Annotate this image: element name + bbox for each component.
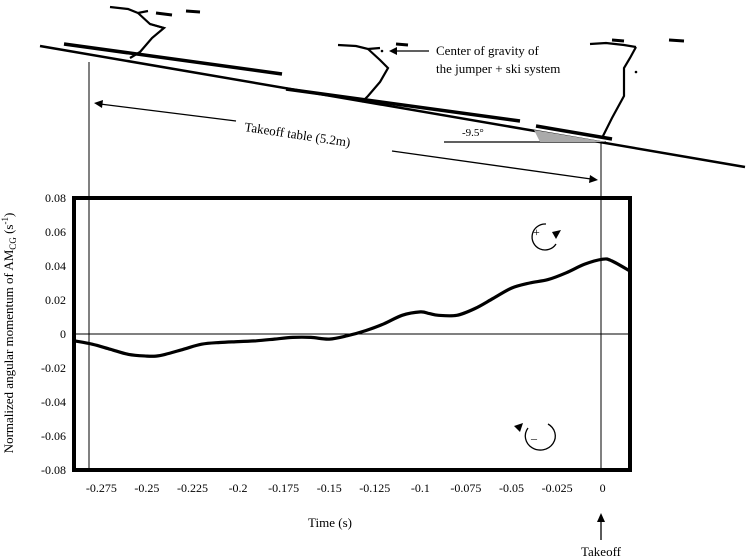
takeoff-marker-arrowhead xyxy=(597,513,605,522)
chart: 0.08 0.06 0.04 0.02 0 -0.02 -0.04 -0.06 -0.08 -0… xyxy=(0,62,632,559)
angular-momentum-line xyxy=(73,257,631,358)
x-tick-label: -0.175 xyxy=(268,481,299,495)
ski-2 xyxy=(285,87,521,123)
cg-label-line1: Center of gravity of xyxy=(436,43,540,58)
jumper-figure-2 xyxy=(337,42,409,103)
x-ticks: -0.275 -0.25 -0.225 -0.2 -0.175 -0.15 -0.125 -0… xyxy=(86,481,606,495)
takeoff-label: Takeoff xyxy=(581,544,622,559)
takeoff-table-arrow-right xyxy=(391,150,592,180)
y-tick-label: 0 xyxy=(60,327,66,341)
takeoff-table-arrow-left xyxy=(99,103,237,122)
angle-wedge xyxy=(534,130,606,142)
slope-line xyxy=(39,44,746,169)
plot-frame xyxy=(72,196,632,472)
y-tick-label: 0.04 xyxy=(45,259,66,273)
x-tick-label: -0.05 xyxy=(499,481,524,495)
counterclockwise-arrow-icon: – xyxy=(514,423,556,451)
x-tick-label: -0.25 xyxy=(134,481,159,495)
y-tick-label: 0.06 xyxy=(45,225,66,239)
x-tick-label: -0.025 xyxy=(542,481,573,495)
y-ticks: 0.08 0.06 0.04 0.02 0 -0.02 -0.04 -0.06 -0.08 xyxy=(41,191,66,477)
clockwise-arrow-icon: + xyxy=(531,223,561,251)
y-tick-label: 0.02 xyxy=(45,293,66,307)
x-tick-label: 0 xyxy=(600,481,606,495)
takeoff-table-label: Takeoff table (5.2m) xyxy=(244,119,352,150)
x-tick-label: -0.1 xyxy=(411,481,430,495)
x-tick-label: -0.15 xyxy=(317,481,342,495)
angle-label: -9.5° xyxy=(462,127,484,139)
y-tick-label: 0.08 xyxy=(45,191,66,205)
negative-label: – xyxy=(530,431,538,445)
jumper-figure-1 xyxy=(109,5,201,59)
jump-illustration: Center of gravity of the jumper + ski sy… xyxy=(39,5,746,183)
y-tick-label: -0.08 xyxy=(41,463,66,477)
y-tick-label: -0.06 xyxy=(41,429,66,443)
cg-pointer-arrowhead xyxy=(389,47,397,55)
x-axis-label: Time (s) xyxy=(308,515,352,530)
y-tick-label: -0.04 xyxy=(41,395,66,409)
x-tick-label: -0.225 xyxy=(177,481,208,495)
takeoff-table-arrowhead-left xyxy=(94,100,103,108)
x-tick-label: -0.125 xyxy=(359,481,390,495)
y-axis-label: Normalized angular momentum of AMCG (s-1… xyxy=(0,213,18,454)
ski-3 xyxy=(535,124,613,141)
positive-label: + xyxy=(533,225,540,239)
ski-1 xyxy=(63,42,283,76)
y-tick-label: -0.02 xyxy=(41,361,66,375)
x-tick-label: -0.075 xyxy=(450,481,481,495)
x-tick-label: -0.2 xyxy=(229,481,248,495)
cg-label-line2: the jumper + ski system xyxy=(436,61,560,76)
takeoff-table-arrowhead-right xyxy=(589,175,598,183)
jumper-figure-3 xyxy=(589,38,685,139)
x-tick-label: -0.275 xyxy=(86,481,117,495)
